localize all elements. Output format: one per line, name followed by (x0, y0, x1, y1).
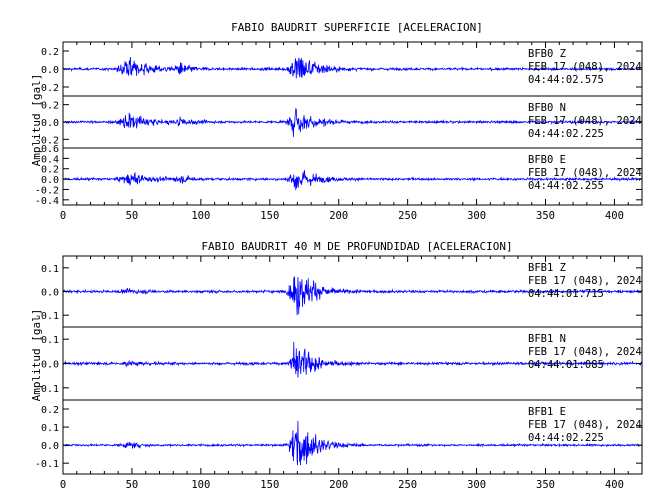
y-tick-label: 0.1 (41, 264, 59, 275)
x-tick-label: 0 (60, 210, 66, 222)
y-tick-label: 0.4 (41, 154, 59, 165)
date-label: FEB 17 (048), 2024 (528, 115, 642, 127)
station-label: BFB0 N (528, 102, 566, 114)
y-tick-label: 0.2 (41, 405, 59, 416)
y-tick-label: 0.0 (41, 118, 59, 129)
waveform-line (62, 276, 643, 316)
date-label: FEB 17 (048), 2024 (528, 419, 642, 431)
x-tick-label: 200 (329, 479, 348, 491)
y-axis-label: Amplitud [gal] (30, 74, 43, 167)
x-tick-label: 250 (398, 479, 417, 491)
date-label: FEB 17 (048), 2024 (528, 275, 642, 287)
chart-title: FABIO BAUDRIT SUPERFICIE [ACELERACION] (231, 21, 483, 34)
station-label: BFB0 E (528, 154, 566, 166)
waveform-line (62, 170, 643, 191)
x-tick-label: 350 (536, 479, 555, 491)
waveform-line (63, 56, 643, 79)
y-tick-label: 0.0 (41, 441, 59, 452)
x-axis: 0 50 100 150 200 250 300 350 400 (60, 42, 629, 222)
y-tick-label: -0.2 (35, 83, 59, 94)
time-label: 04:44:01.715 (528, 288, 604, 300)
y-tick-label: 0.1 (41, 423, 59, 434)
y-tick-label: 0.0 (41, 175, 59, 186)
y-tick-label: -0.2 (35, 135, 59, 146)
date-label: FEB 17 (048), 2024 (528, 167, 642, 179)
date-label: FEB 17 (048), 2024 (528, 61, 642, 73)
y-tick-label: -0.1 (35, 311, 59, 322)
x-tick-label: 300 (467, 479, 486, 491)
time-label: 04:44:02.225 (528, 432, 604, 444)
y-tick-label: -0.2 (35, 185, 59, 196)
y-tick-label: 0.0 (41, 360, 59, 371)
y-tick-label: 0.2 (41, 165, 59, 176)
y-tick-label: -0.4 (35, 196, 59, 207)
y-tick-label: -0.1 (35, 459, 59, 470)
x-tick-label: 250 (398, 210, 417, 222)
time-label: 04:44:01.085 (528, 359, 604, 371)
y-tick-label: 0.2 (41, 47, 59, 58)
y-tick-label: -0.1 (35, 384, 59, 395)
x-tick-label: 300 (467, 210, 486, 222)
time-label: 04:44:02.225 (528, 128, 604, 140)
x-tick-label: 400 (605, 210, 624, 222)
x-tick-label: 0 (60, 479, 66, 491)
station-label: BFB1 Z (528, 262, 566, 274)
x-tick-label: 50 (126, 210, 139, 222)
y-tick-label: 0.1 (41, 335, 59, 346)
x-axis: 0 50 100 150 200 250 300 350 400 (60, 256, 629, 491)
station-label: BFB0 Z (528, 48, 566, 60)
x-tick-label: 200 (329, 210, 348, 222)
deep-accelerogram-chart: FABIO BAUDRIT 40 M DE PROFUNDIDAD [ACELE… (30, 240, 643, 491)
y-tick-label: 0.0 (41, 65, 59, 76)
station-label: BFB1 E (528, 406, 566, 418)
surface-accelerogram-chart: FABIO BAUDRIT SUPERFICIE [ACELERACION] A… (30, 21, 643, 222)
x-tick-label: 100 (191, 210, 210, 222)
y-axis-label: Amplitud [gal] (30, 309, 43, 402)
x-tick-label: 350 (536, 210, 555, 222)
waveform-line (62, 107, 643, 137)
y-tick-label: 0.0 (41, 288, 59, 299)
x-tick-label: 150 (260, 210, 279, 222)
station-label: BFB1 N (528, 333, 566, 345)
time-label: 04:44:02.255 (528, 180, 604, 192)
x-tick-label: 400 (605, 479, 624, 491)
x-tick-label: 150 (260, 479, 279, 491)
y-tick-label: 0.6 (41, 144, 59, 155)
y-tick-label: 0.2 (41, 101, 59, 112)
x-tick-label: 50 (126, 479, 139, 491)
waveform-line (62, 420, 642, 466)
waveform-line (62, 341, 643, 378)
time-label: 04:44:02.575 (528, 74, 604, 86)
x-tick-label: 100 (191, 479, 210, 491)
date-label: FEB 17 (048), 2024 (528, 346, 642, 358)
chart-title: FABIO BAUDRIT 40 M DE PROFUNDIDAD [ACELE… (201, 240, 512, 253)
